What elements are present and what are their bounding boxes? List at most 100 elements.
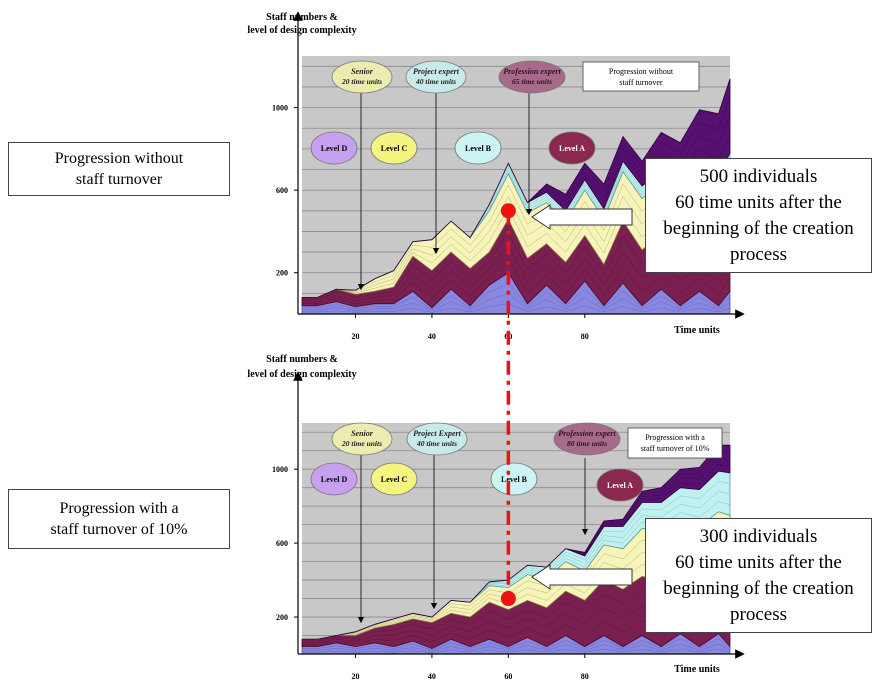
expert-ellipse-time: 80 time units [567,439,607,448]
y-tick-label: 1000 [272,465,288,474]
y-axis-label-line2: level of design complexity [247,25,356,36]
callout-bottom-line4: process [730,603,787,625]
level-ellipse-label: Level D [321,144,348,153]
level-ellipse-shape [548,131,596,165]
y-axis-label-line1: Staff numbers & [266,354,338,365]
level-ellipse-level-b: Level B [490,462,538,496]
level-ellipse-shape [310,462,358,496]
expert-ellipse-title: Project expert [413,67,460,76]
legend-box-line2: staff turnover of 10% [641,444,710,453]
legend-box: Progression without staff turnover [582,61,700,92]
callout-bottom: 300 individuals 60 time units after the … [645,518,872,633]
level-ellipse-shape [596,468,644,502]
expert-ellipse-title: Project Expert [413,429,462,438]
pointer-arrow-shape [531,204,633,230]
pointer-arrow [531,564,633,590]
expert-ellipse-shape [331,422,393,456]
y-tick-label: 1000 [272,104,288,113]
pointer-arrow-shape [531,564,633,590]
expert-ellipse-title: Profession expert [558,429,616,438]
callout-top-line3: beginning of the creation [663,217,854,239]
y-axis-label-line1: Staff numbers & [266,12,338,23]
level-ellipse-shape [454,131,502,165]
x-axis-label: Time units [674,664,720,675]
expert-ellipse-time: 40 time units [416,439,457,448]
marker-dot [500,591,516,607]
legend-box: Progression with a staff turnover of 10% [627,427,723,459]
level-ellipse-shape [490,462,538,496]
pointer-arrow [531,204,633,230]
expert-ellipse-shape [405,60,467,94]
level-ellipse-label: Level A [607,481,633,490]
x-tick-label: 20 [352,672,360,679]
band-contour [302,258,731,304]
left-label-top-line1: Progression without [54,150,184,167]
level-ellipse-shape [310,131,358,165]
legend-box-line2: staff turnover [619,78,663,87]
y-tick-label: 200 [276,613,288,622]
band-contour [302,451,731,640]
y-tick-label: 200 [276,269,288,278]
level-ellipse-level-a: Level A [596,468,644,502]
callout-top-line1: 500 individuals [699,165,818,187]
left-label-bottom-line2: staff turnover of 10% [50,521,188,538]
x-tick-label: 20 [352,332,360,341]
level-ellipse-level-b: Level B [454,131,502,165]
level-ellipse-label: Level B [465,144,492,153]
level-ellipse-level-d: Level D [310,131,358,165]
left-label-bottom-line1: Progression with a [59,500,179,517]
band-contour [302,293,731,312]
level-ellipse-level-d: Level D [310,462,358,496]
expert-ellipse-time: 20 time units [341,439,382,448]
expert-ellipse-time: 20 time units [341,77,382,86]
expert-ellipse-shape [498,60,566,94]
callout-bottom-line3: beginning of the creation [663,577,854,599]
level-ellipse-label: Level D [321,475,348,484]
x-tick-label: 80 [581,332,589,341]
callout-top-line2: 60 time units after the [675,191,842,213]
level-ellipse-label: Level A [559,144,585,153]
x-tick-label: 40 [428,672,436,679]
level-ellipse-label: Level C [381,475,408,484]
left-label-top: Progression without staff turnover [8,142,230,196]
callout-top-line4: process [730,243,787,265]
callout-bottom-line1: 300 individuals [699,525,818,547]
legend-box-frame [627,427,723,459]
callout-bottom-line2: 60 time units after the [675,551,842,573]
band-contour [302,638,731,651]
expert-ellipse-time: 65 time units [512,77,552,86]
band-contour [302,97,731,298]
legend-box-line1: Progression with a [645,433,705,442]
level-ellipse-shape [370,462,418,496]
level-ellipse-shape [370,131,418,165]
expert-ellipse-time: 40 time units [415,77,456,86]
band-contour [302,643,731,652]
legend-box-line1: Progression without [609,67,674,76]
legend-box-frame [582,61,700,92]
expert-ellipse-shape [553,422,621,456]
level-ellipse-label: Level C [381,144,408,153]
expert-ellipse-shape [406,422,468,456]
band-contour [302,648,731,653]
y-tick-label: 600 [276,539,288,548]
x-axis-label: Time units [674,325,720,336]
level-ellipse-level-c: Level C [370,462,418,496]
x-tick-label: 60 [504,672,512,679]
level-ellipse-level-a: Level A [548,131,596,165]
x-tick-label: 80 [581,672,589,679]
level-ellipse-level-c: Level C [370,131,418,165]
y-tick-label: 600 [276,186,288,195]
left-label-bottom: Progression with a staff turnover of 10% [8,489,230,549]
band-contour [302,282,731,310]
expert-ellipse-shape [331,60,393,94]
callout-top: 500 individuals 60 time units after the … [645,158,872,273]
y-axis-label-line2: level of design complexity [247,369,356,380]
expert-ellipse-title: Senior [351,429,374,438]
band-contour [302,303,731,313]
